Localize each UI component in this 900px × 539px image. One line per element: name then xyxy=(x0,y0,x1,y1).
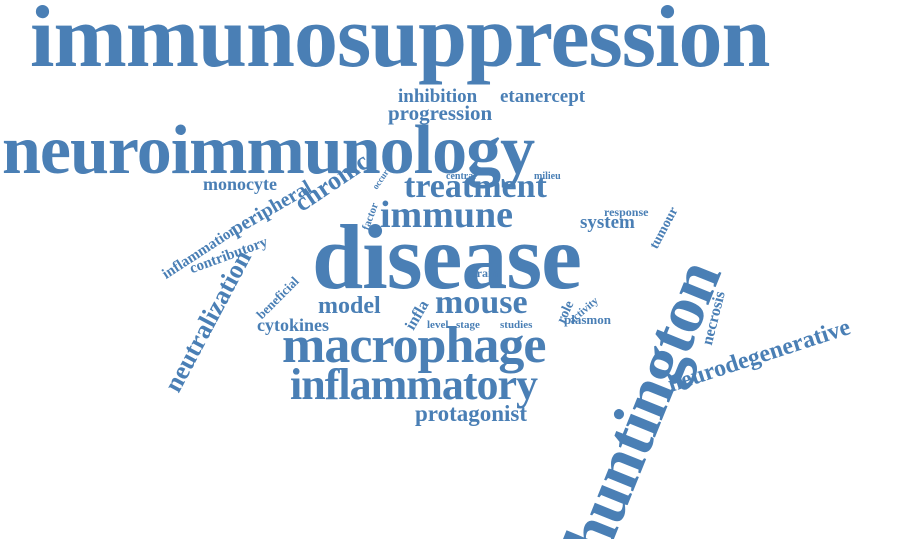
word-milieu: milieu xyxy=(534,171,561,182)
word-monocyte: monocyte xyxy=(203,174,277,194)
word-inhibition: inhibition xyxy=(398,86,478,107)
word-progression: progression xyxy=(388,101,493,125)
word-system: system xyxy=(580,212,635,233)
word-etanercept: etanercept xyxy=(500,86,586,107)
word-model: model xyxy=(318,293,381,319)
word-neuroimmunology: neuroimmunology xyxy=(2,112,535,189)
word-disease: disease xyxy=(312,206,582,308)
word-central: central xyxy=(446,171,476,182)
word-response: response xyxy=(604,205,649,219)
word-immunosuppression: immunosuppression xyxy=(30,0,770,86)
word-immune: immune xyxy=(380,194,513,236)
word-plasmon: plasmon xyxy=(564,312,611,327)
word-stage: stage xyxy=(456,319,480,331)
word-cytokines: cytokines xyxy=(257,315,329,335)
word-mouse: mouse xyxy=(435,284,528,321)
word-inflammatory: inflammatory xyxy=(290,360,538,409)
word-macrophage: macrophage xyxy=(282,317,546,374)
word-brain: brain xyxy=(470,266,499,280)
word-protagonist: protagonist xyxy=(415,401,528,426)
word-treatment: treatment xyxy=(404,168,547,205)
word-level: level xyxy=(427,319,449,331)
word-tumour: tumour xyxy=(647,204,682,252)
word-studies: studies xyxy=(500,319,533,331)
